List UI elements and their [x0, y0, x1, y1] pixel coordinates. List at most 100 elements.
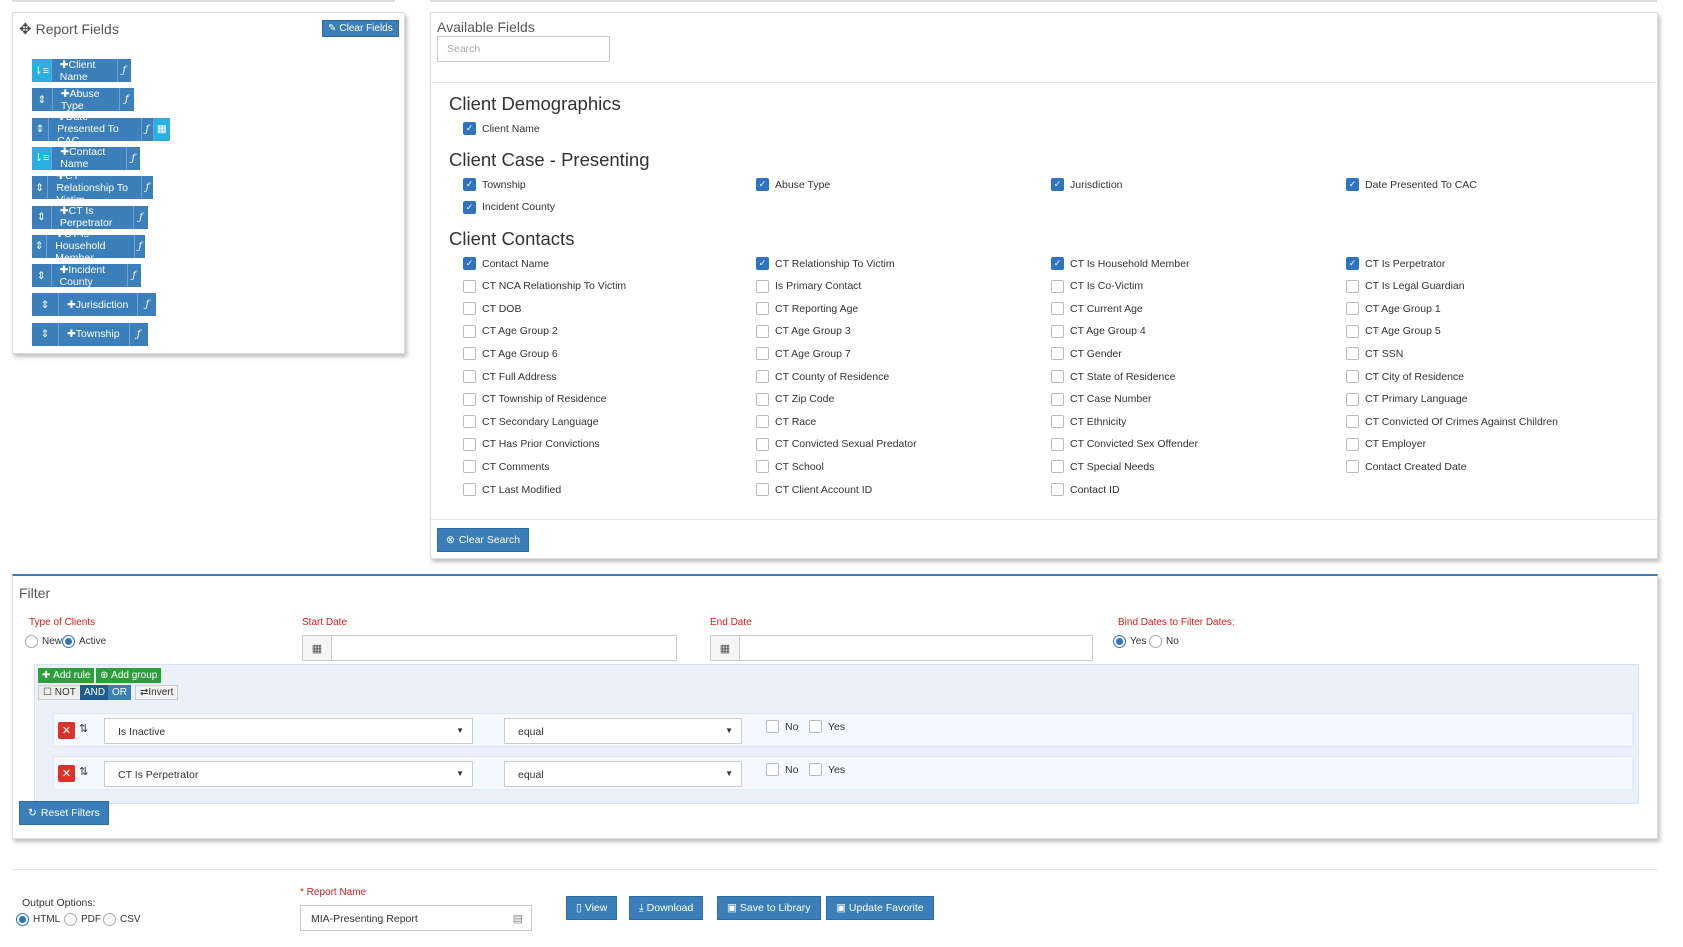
field-checkbox[interactable]: CT Comments: [463, 460, 550, 474]
report-field-label[interactable]: ✚Township: [59, 322, 130, 346]
type-new-radio[interactable]: New: [25, 635, 62, 648]
report-field-label[interactable]: ✚Incident County: [51, 264, 128, 288]
sort-icon[interactable]: ⇕: [32, 264, 52, 288]
sort-icon[interactable]: ⇕: [32, 322, 59, 346]
download-button[interactable]: ⤓ Download: [629, 896, 704, 920]
field-checkbox[interactable]: CT Last Modified: [463, 483, 561, 496]
function-icon[interactable]: ƒ: [138, 293, 157, 317]
delete-rule-icon[interactable]: ✕: [58, 765, 75, 782]
rule-field-select[interactable]: CT Is Perpetrator ▼: [104, 761, 473, 787]
field-checkbox[interactable]: CT Gender: [1051, 347, 1122, 361]
invert-button[interactable]: ⇄ Invert: [135, 685, 179, 700]
sort-amount-icon[interactable]: ⇂≡: [32, 146, 53, 170]
report-field-label[interactable]: ✚Contact Name: [52, 146, 127, 170]
field-checkbox[interactable]: ✓ Date Presented To CAC: [1346, 178, 1477, 191]
report-field-item[interactable]: ⇕ ✚Date Presented To CAC ƒ ▦: [32, 111, 170, 147]
field-checkbox[interactable]: CT Age Group 7: [756, 347, 851, 361]
field-checkbox[interactable]: ✓ Township: [463, 178, 526, 191]
function-icon[interactable]: ƒ: [127, 264, 141, 288]
and-button[interactable]: AND: [80, 685, 110, 700]
field-checkbox[interactable]: CT County of Residence: [756, 370, 889, 383]
report-field-item[interactable]: ⇕ ✚CT Relationship To Victim ƒ: [32, 170, 153, 206]
end-date-input[interactable]: ▦: [710, 635, 1093, 661]
field-checkbox[interactable]: CT DOB: [463, 302, 521, 316]
report-field-item[interactable]: ⇂≡ ✚Contact Name ƒ: [32, 146, 140, 170]
field-checkbox[interactable]: CT Full Address: [463, 370, 557, 383]
sort-amount-icon[interactable]: ⇂≡: [32, 59, 52, 82]
field-checkbox[interactable]: CT Convicted Sex Offender: [1051, 437, 1198, 451]
report-field-label[interactable]: ✚Abuse Type: [52, 88, 120, 112]
clear-fields-button[interactable]: ✎ Clear Fields: [322, 20, 399, 37]
function-icon[interactable]: ƒ: [119, 88, 134, 112]
report-field-label[interactable]: ✚CT Is Household Member: [47, 228, 136, 264]
save-to-library-button[interactable]: ▣ Save to Library: [717, 896, 821, 920]
output-csv-radio[interactable]: CSV: [103, 913, 141, 926]
rule-yes-checkbox[interactable]: Yes: [809, 763, 845, 776]
field-checkbox[interactable]: CT Township of Residence: [463, 392, 607, 406]
rule-yes-checkbox[interactable]: Yes: [809, 720, 845, 733]
field-checkbox[interactable]: CT Is Co-Victim: [1051, 279, 1143, 293]
field-checkbox[interactable]: CT Age Group 6: [463, 347, 558, 361]
report-name-input[interactable]: MIA-Presenting Report ▤: [300, 905, 532, 931]
reset-filters-button[interactable]: ↻ Reset Filters: [19, 801, 109, 825]
clear-search-button[interactable]: ⊗ Clear Search: [437, 528, 530, 552]
function-icon[interactable]: ƒ: [142, 176, 153, 200]
report-field-label[interactable]: ✚Jurisdiction: [59, 293, 139, 317]
field-checkbox[interactable]: CT State of Residence: [1051, 370, 1175, 383]
field-checkbox[interactable]: CT Age Group 3: [756, 324, 851, 338]
field-checkbox[interactable]: CT Zip Code: [756, 392, 834, 406]
report-field-label[interactable]: ✚CT Relationship To Victim: [48, 170, 143, 206]
field-checkbox[interactable]: CT Has Prior Convictions: [463, 437, 600, 451]
field-checkbox[interactable]: CT Convicted Sexual Predator: [756, 437, 917, 451]
field-checkbox[interactable]: CT Age Group 4: [1051, 324, 1146, 338]
start-date-input[interactable]: ▦: [302, 635, 677, 661]
field-checkbox[interactable]: CT Age Group 2: [463, 324, 558, 338]
type-active-radio[interactable]: Active: [62, 635, 106, 648]
field-checkbox[interactable]: ✓ CT Relationship To Victim: [756, 257, 895, 270]
field-checkbox[interactable]: Contact Created Date: [1346, 460, 1467, 474]
view-button[interactable]: ▯ View: [566, 896, 618, 920]
output-pdf-radio[interactable]: PDF: [64, 913, 101, 926]
report-field-label[interactable]: ✚Date Presented To CAC: [49, 111, 142, 147]
field-checkbox[interactable]: Is Primary Contact: [756, 279, 861, 293]
update-favorite-button[interactable]: ▣ Update Favorite: [826, 896, 934, 920]
function-icon[interactable]: ƒ: [141, 117, 153, 141]
sort-icon[interactable]: ⇕: [32, 293, 59, 317]
field-checkbox[interactable]: CT City of Residence: [1346, 370, 1464, 383]
bind-no-radio[interactable]: No: [1149, 635, 1179, 648]
report-field-label[interactable]: ✚CT Is Perpetrator: [51, 205, 135, 229]
add-group-button[interactable]: ⊕ Add group: [96, 668, 162, 683]
report-field-item[interactable]: ⇕ ✚Abuse Type ƒ: [32, 88, 134, 112]
field-checkbox[interactable]: CT Age Group 1: [1346, 302, 1441, 316]
field-checkbox[interactable]: ✓ Contact Name: [463, 257, 549, 270]
function-icon[interactable]: ƒ: [129, 322, 148, 346]
output-html-radio[interactable]: HTML: [16, 913, 60, 926]
function-icon[interactable]: ƒ: [117, 59, 131, 82]
delete-rule-icon[interactable]: ✕: [58, 722, 75, 739]
report-field-item[interactable]: ⇕ ✚Jurisdiction ƒ: [32, 293, 157, 317]
field-checkbox[interactable]: CT Client Account ID: [756, 483, 872, 496]
report-field-item[interactable]: ⇕ ✚CT Is Perpetrator ƒ: [32, 205, 148, 229]
field-checkbox[interactable]: CT Current Age: [1051, 302, 1143, 316]
field-checkbox[interactable]: CT School: [756, 460, 824, 474]
report-field-item[interactable]: ⇕ ✚CT Is Household Member ƒ: [32, 228, 146, 264]
report-field-item[interactable]: ⇕ ✚Incident County ƒ: [32, 264, 141, 288]
or-button[interactable]: OR: [108, 685, 131, 700]
field-checkbox[interactable]: Contact ID: [1051, 483, 1120, 496]
rule-operator-select[interactable]: equal ▼: [504, 761, 742, 787]
sort-icon[interactable]: ⇕: [32, 88, 53, 112]
rule-no-checkbox[interactable]: No: [766, 720, 798, 733]
sort-icon[interactable]: ⇅: [79, 766, 89, 778]
field-checkbox[interactable]: CT Case Number: [1051, 392, 1152, 406]
field-checkbox[interactable]: CT Special Needs: [1051, 460, 1154, 474]
bind-yes-radio[interactable]: Yes: [1113, 635, 1146, 648]
field-checkbox[interactable]: ✓ Jurisdiction: [1051, 178, 1123, 191]
sort-icon[interactable]: ⇅: [79, 723, 89, 735]
sort-icon[interactable]: ⇕: [32, 205, 52, 229]
field-checkbox[interactable]: ✓ Abuse Type: [756, 178, 830, 191]
report-field-label[interactable]: ✚Client Name: [51, 59, 118, 83]
calendar-icon[interactable]: ▦: [152, 117, 170, 141]
field-checkbox[interactable]: ✓ CT Is Household Member: [1051, 257, 1189, 270]
report-field-item[interactable]: ⇂≡ ✚Client Name ƒ: [32, 59, 131, 83]
field-checkbox[interactable]: CT Convicted Of Crimes Against Children: [1346, 415, 1558, 429]
